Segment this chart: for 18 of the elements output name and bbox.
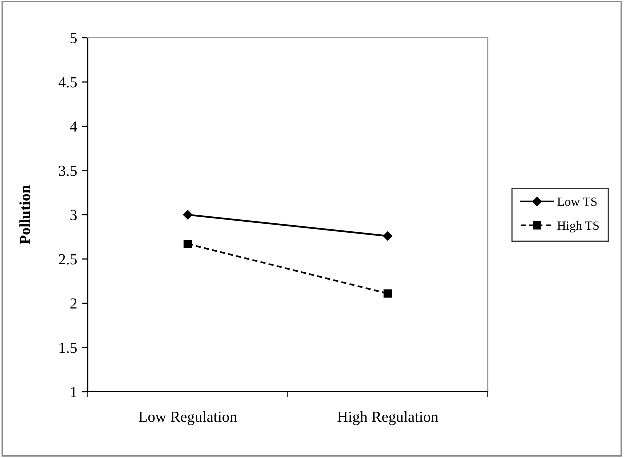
legend-label: Low TS (558, 198, 597, 206)
y-tick-label: 4.5 (58, 77, 77, 88)
y-tick-label: 2.5 (59, 254, 77, 265)
point (383, 232, 393, 241)
point (184, 240, 192, 248)
y-tick-label: 1.5 (60, 342, 77, 354)
x-tick-label: High Regulation (338, 411, 438, 426)
point (384, 290, 392, 298)
point (183, 210, 193, 220)
y-tick-label: 3 (70, 210, 77, 220)
legend-label: High TS (558, 221, 599, 233)
y-tick-label: 1 (71, 387, 77, 398)
y-tick-label: 5 (70, 33, 77, 44)
x-tick-label: Low Regulation (139, 411, 238, 426)
y-tick-label: 4 (70, 122, 78, 132)
y-axis-title: Pollution (20, 186, 30, 244)
y-tick-label: 2 (70, 298, 77, 309)
y-tick-label: 3.5 (59, 166, 77, 176)
